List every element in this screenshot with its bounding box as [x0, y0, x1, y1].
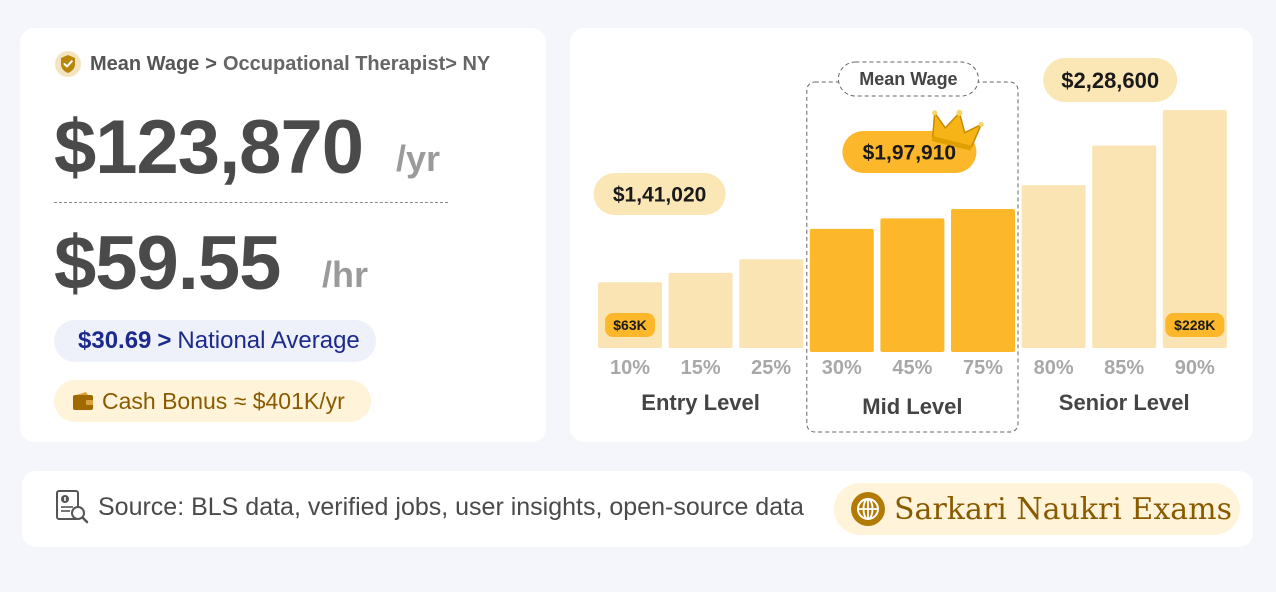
tick-label-85pct: 85%	[1104, 357, 1144, 379]
breadcrumb-item-occupation[interactable]: Occupational Therapist	[222, 52, 446, 75]
national-average-label: National Average	[177, 327, 360, 354]
footer-card: Source: BLS data, verified jobs, user in…	[22, 471, 1253, 547]
source-note: Source: BLS data, verified jobs, user in…	[54, 489, 804, 525]
bar-30pct[interactable]	[809, 228, 874, 352]
cash-bonus-pill: Cash Bonus ≈ $401K/yr	[54, 380, 371, 422]
bar-15pct[interactable]	[668, 272, 733, 348]
national-average-pill: $30.69 > National Average	[54, 320, 376, 362]
bar-85pct[interactable]	[1092, 145, 1157, 348]
bar-value-badge-bg	[1165, 313, 1225, 337]
entry-level-value: $1,41,020	[613, 184, 706, 207]
shield-check-icon	[55, 51, 81, 77]
bar-value-label: $63K	[613, 317, 646, 333]
tick-label-15pct: 15%	[681, 357, 721, 379]
annual-wage-unit: /yr	[396, 138, 441, 179]
tick-label-90pct: 90%	[1175, 357, 1215, 379]
hourly-wage-value: $59.55	[54, 221, 281, 306]
wallet-icon	[73, 392, 93, 410]
bar-value-badge-bg	[605, 313, 655, 337]
tick-label-80pct: 80%	[1034, 357, 1074, 379]
mean-wage-tag-bg	[837, 61, 979, 97]
crown-icon	[931, 109, 984, 151]
mid-level-value: $1,97,910	[863, 142, 956, 165]
brand-badge[interactable]: Sarkari Naukri Exams	[834, 483, 1240, 535]
tick-label-10pct: 10%	[610, 357, 650, 379]
bar-80pct[interactable]	[1021, 185, 1086, 348]
document-search-icon	[56, 490, 89, 524]
breadcrumb-item-mean-wage[interactable]: Mean Wage	[90, 52, 200, 75]
entry-level-value-bg	[593, 173, 726, 215]
bar-75pct[interactable]	[951, 208, 1015, 352]
senior-level-value-bg	[1043, 58, 1178, 102]
annual-wage-value: $123,870	[54, 105, 364, 190]
bar-value-label: $228K	[1174, 317, 1215, 333]
national-average-arrow: >	[157, 327, 172, 354]
mean-wage-tag: Mean Wage	[859, 69, 957, 89]
bar-90pct[interactable]	[1162, 110, 1227, 348]
national-average-amount: $30.69	[78, 327, 152, 354]
wage-summary-card: Mean Wage > Occupational Therapist > NY …	[20, 28, 546, 442]
group-name-mid-level: Mid Level	[862, 394, 962, 419]
tick-label-25pct: 25%	[751, 357, 791, 379]
bar-45pct[interactable]	[880, 218, 945, 352]
globe-icon	[851, 492, 885, 526]
wage-percentile-chart-card: 10% 15% 25% 30% 45% 75% 80% 85% 90% $63K $228K Entr…	[570, 28, 1253, 442]
hourly-wage-unit: /hr	[322, 254, 369, 295]
group-name-senior-level: Senior Level	[1059, 390, 1190, 415]
tick-label-75pct: 75%	[963, 357, 1003, 379]
brand-name: Sarkari Naukri Exams	[894, 491, 1232, 527]
senior-level-value: $2,28,600	[1061, 68, 1159, 93]
mean-wage-frame	[806, 81, 1019, 433]
divider	[54, 202, 448, 203]
wage-percentile-chart: 10% 15% 25% 30% 45% 75% 80% 85% 90% $63K $228K Entr…	[593, 58, 1227, 433]
tick-label-30pct: 30%	[822, 357, 862, 379]
group-name-entry-level: Entry Level	[641, 390, 760, 415]
bar-25pct[interactable]	[739, 259, 804, 348]
breadcrumb: Mean Wage > Occupational Therapist > NY	[54, 50, 490, 78]
breadcrumb-item-state[interactable]: > NY	[445, 52, 491, 75]
cash-bonus-label: Cash Bonus ≈ $401K/yr	[102, 387, 345, 414]
source-text: Source: BLS data, verified jobs, user in…	[98, 492, 804, 521]
breadcrumb-separator: >	[205, 52, 217, 75]
tick-label-45pct: 45%	[892, 357, 932, 379]
